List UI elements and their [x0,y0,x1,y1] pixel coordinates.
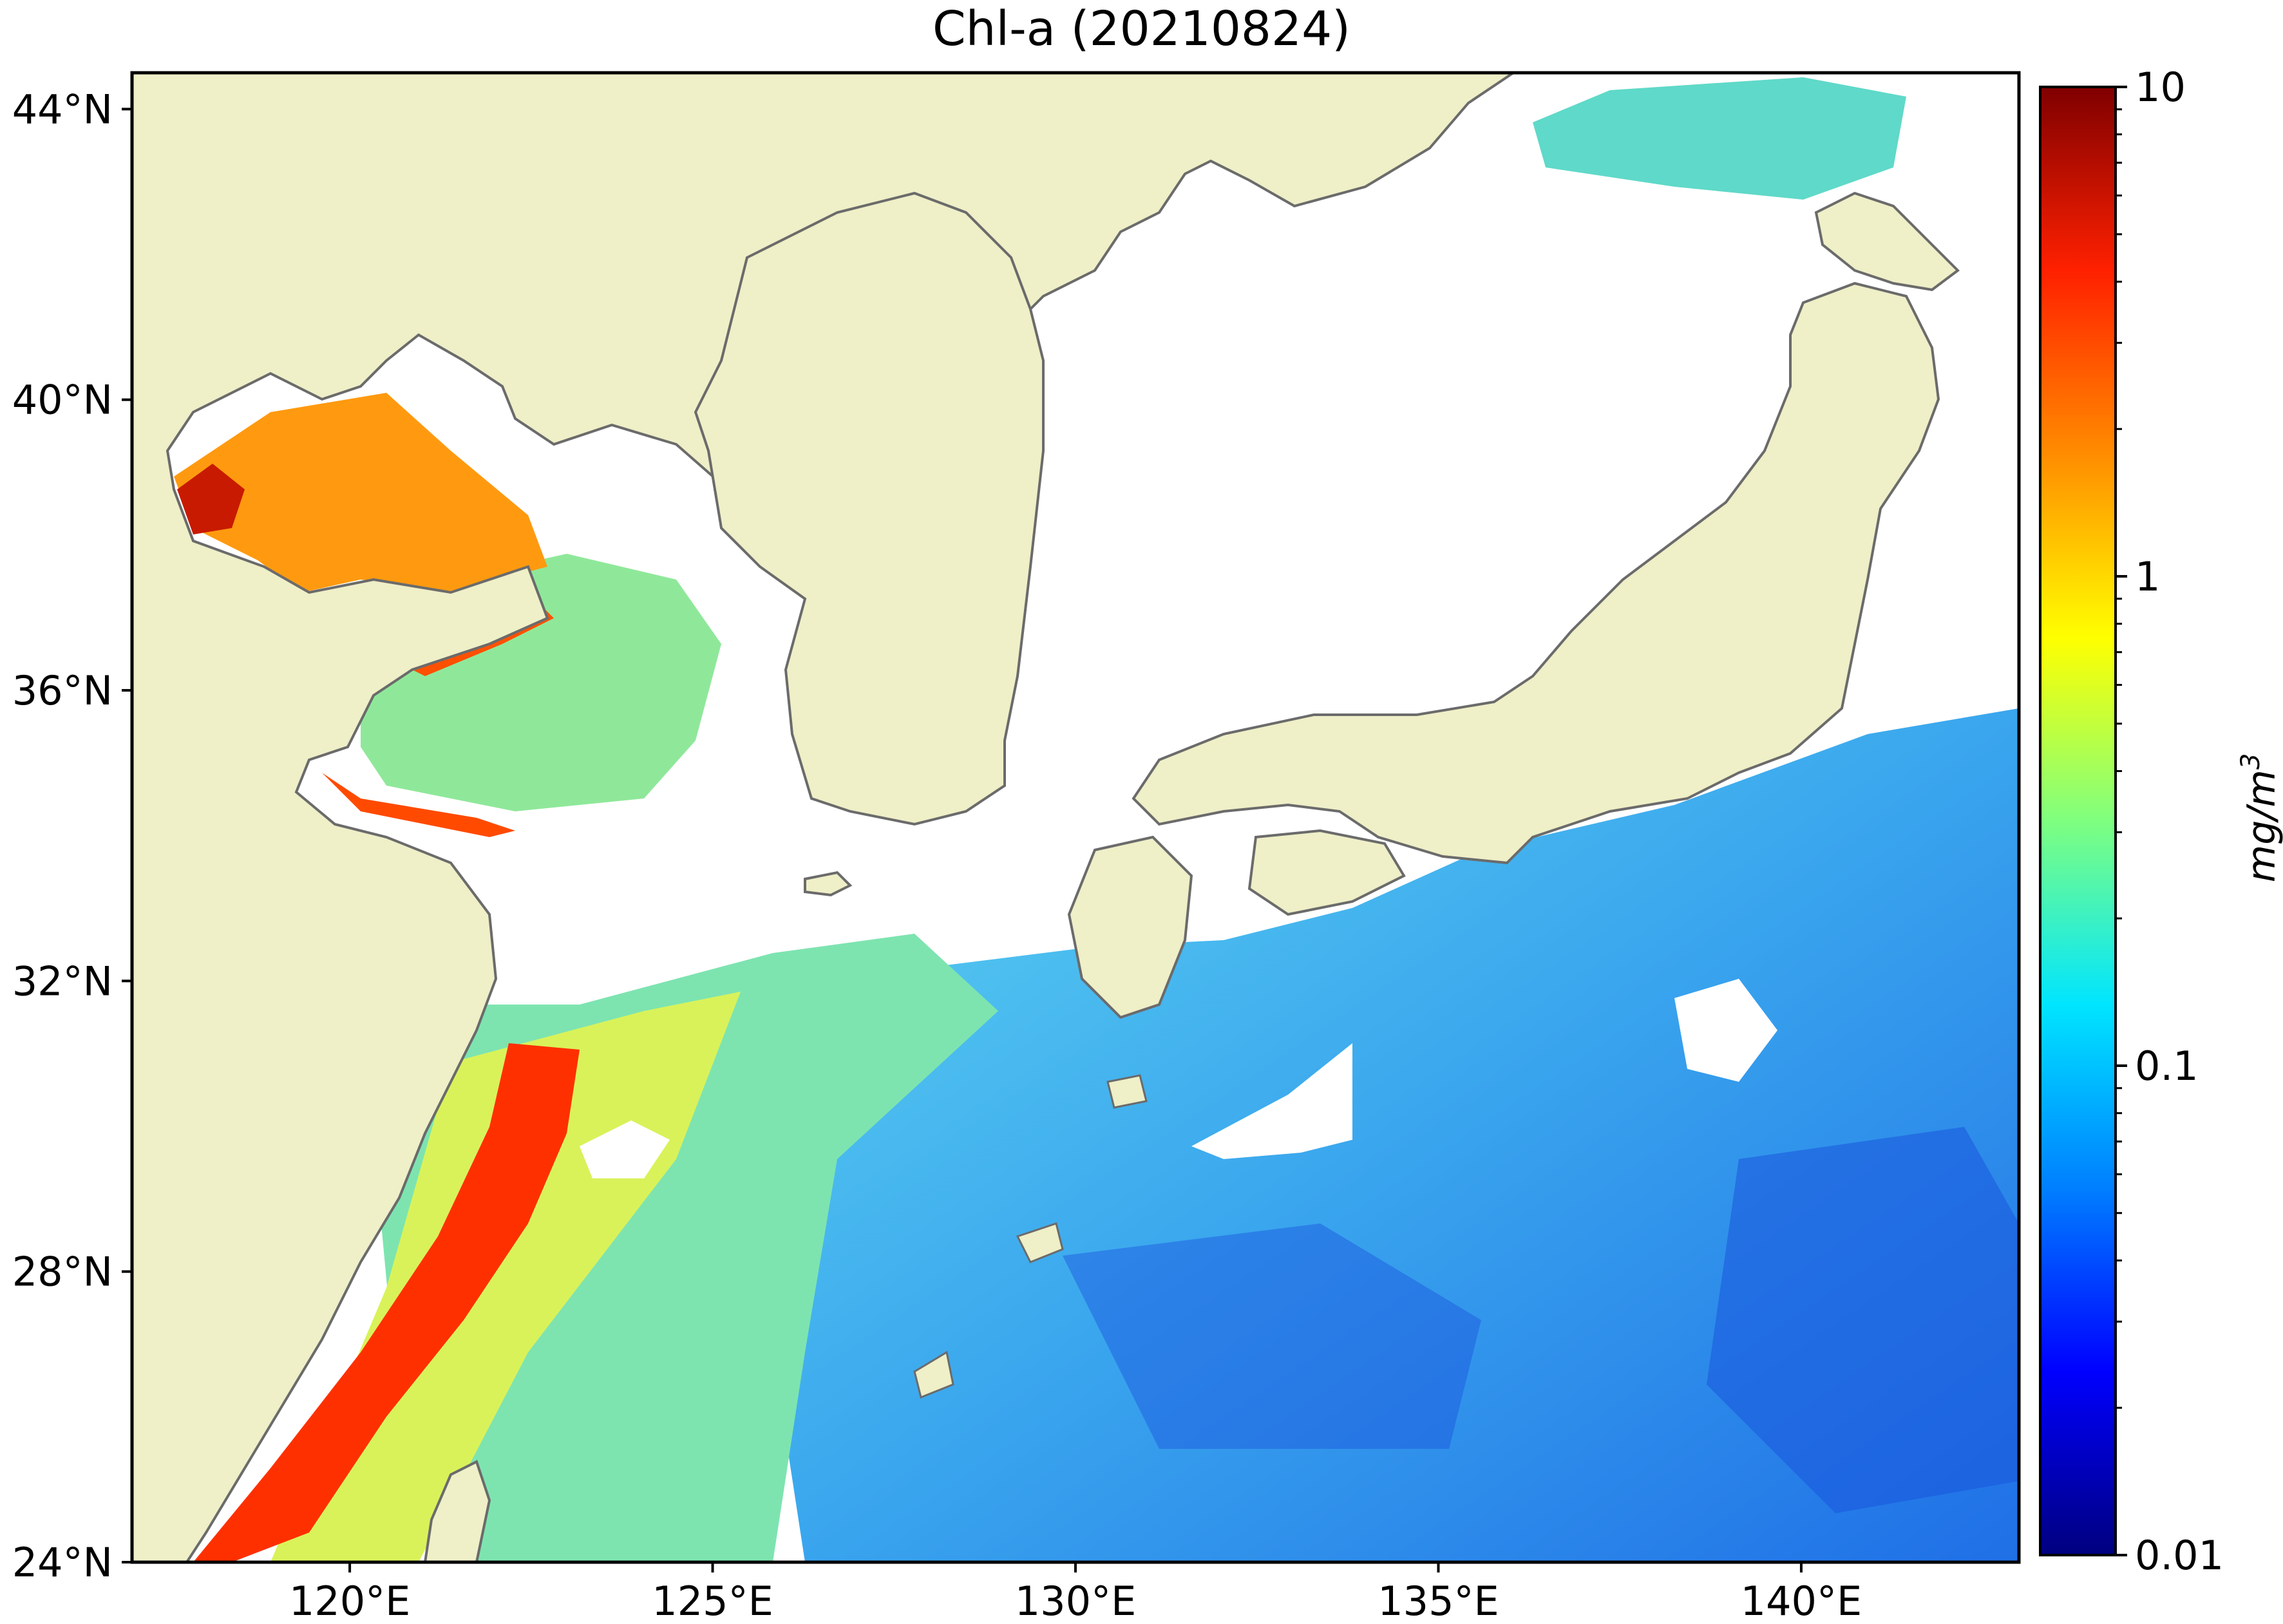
ocean-deep-blue-patch [1707,1127,2019,1513]
japan-hokkaido [1814,191,1960,292]
lat-tick-label: 32°N [12,958,113,1005]
japan-honshu [1132,281,1940,865]
taiwan-island [423,1460,491,1562]
japan-kyushu [1067,835,1193,1019]
ryukyu-island-2 [913,1350,954,1399]
latitude-axis: 24°N 28°N 32°N 36°N 40°N 44°N [12,86,132,1586]
colorbar-unit-label: mg/m3 [2236,753,2283,883]
longitude-axis: 120°E 125°E 130°E 135°E 140°E [289,1562,1862,1624]
ocean-low-chl-region [760,708,2019,1562]
colorbar-tick-label: 0.01 [2135,1532,2224,1579]
north-japan-sea-chl [1533,77,1906,200]
lon-tick-label: 140°E [1741,1578,1862,1624]
cloud-patch-ecs [580,1120,670,1178]
cloud-patch-pacific-2 [1674,979,1777,1082]
map-title: Chl-a (20210824) [932,1,1351,57]
jeju-island [804,871,853,897]
cloud-patch-pacific [1191,1043,1352,1159]
colorbar [2039,86,2117,1556]
korean-peninsula [694,191,1045,826]
lat-tick-label: 24°N [12,1539,113,1586]
ryukyu-island-1 [1016,1222,1064,1263]
lon-tick-label: 135°E [1378,1578,1499,1624]
ocean-deep-blue-patch-2 [1063,1223,1481,1449]
colorbar-ticks: 10 1 0.1 0.01 [2116,64,2224,1579]
bohai-high-chl [174,393,547,592]
colorbar-tick-label: 10 [2135,64,2186,111]
jiangsu-coast-high-chl [322,773,515,837]
bohai-very-high-chl [177,464,245,534]
ryukyu-island-3 [1106,1074,1148,1109]
map-area [132,73,2019,1562]
lat-tick-label: 36°N [12,667,113,714]
colorbar-tick-label: 1 [2135,553,2160,600]
lat-tick-label: 40°N [12,377,113,424]
lat-tick-label: 28°N [12,1249,113,1296]
lon-tick-label: 125°E [652,1578,773,1624]
lon-tick-label: 130°E [1015,1578,1137,1624]
zhejiang-coast-high-chl [193,1043,580,1562]
colorbar-tick-label: 0.1 [2135,1043,2199,1090]
japan-shikoku [1247,829,1406,916]
lon-tick-label: 120°E [289,1578,411,1624]
lat-tick-label: 44°N [12,86,113,133]
